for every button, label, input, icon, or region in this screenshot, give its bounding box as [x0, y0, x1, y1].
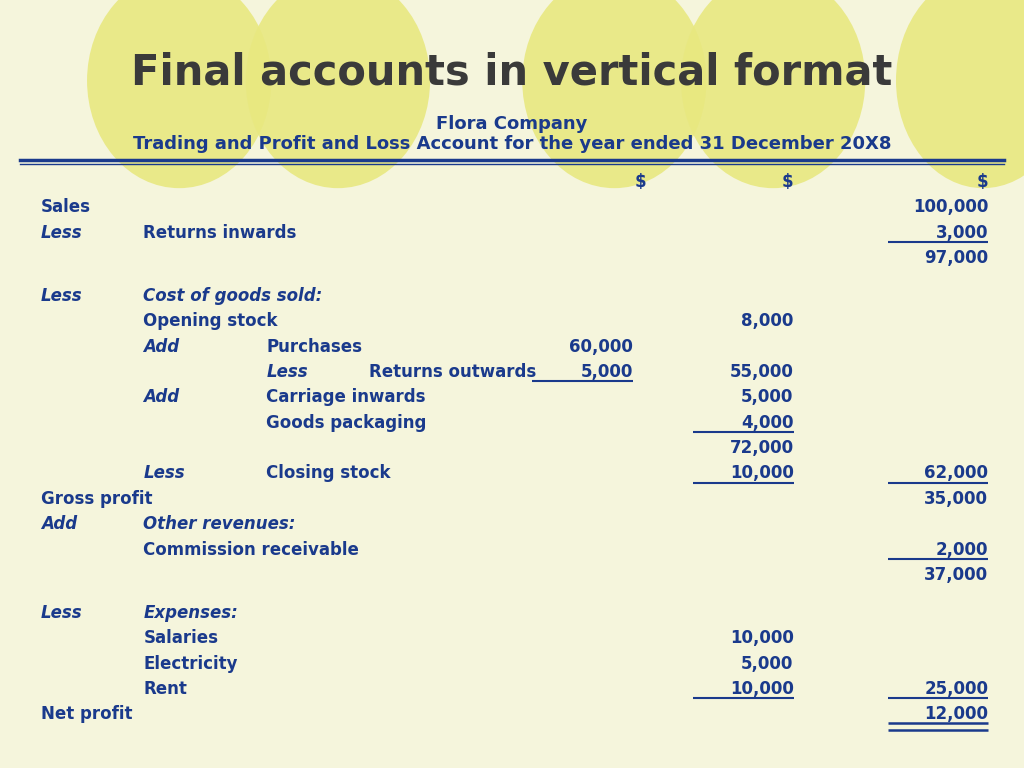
- Text: Returns outwards: Returns outwards: [369, 363, 536, 381]
- Text: Goods packaging: Goods packaging: [266, 414, 427, 432]
- Text: 3,000: 3,000: [936, 223, 988, 242]
- Text: $: $: [635, 173, 646, 191]
- Text: Net profit: Net profit: [41, 705, 132, 723]
- Text: 5,000: 5,000: [741, 389, 794, 406]
- Text: Less: Less: [41, 604, 83, 622]
- Text: 97,000: 97,000: [924, 249, 988, 267]
- Text: 5,000: 5,000: [741, 654, 794, 673]
- Text: Add: Add: [41, 515, 77, 533]
- Text: Salaries: Salaries: [143, 629, 218, 647]
- Text: Closing stock: Closing stock: [266, 465, 391, 482]
- Text: Sales: Sales: [41, 198, 91, 217]
- Text: Final accounts in vertical format: Final accounts in vertical format: [131, 52, 893, 94]
- Text: Flora Company: Flora Company: [436, 115, 588, 134]
- Text: 12,000: 12,000: [924, 705, 988, 723]
- Text: 60,000: 60,000: [569, 338, 633, 356]
- Ellipse shape: [896, 0, 1024, 188]
- Text: Less: Less: [143, 465, 185, 482]
- Text: 100,000: 100,000: [912, 198, 988, 217]
- Text: Commission receivable: Commission receivable: [143, 541, 359, 558]
- Text: 10,000: 10,000: [730, 629, 794, 647]
- Text: 2,000: 2,000: [936, 541, 988, 558]
- Text: 10,000: 10,000: [730, 465, 794, 482]
- Ellipse shape: [522, 0, 707, 188]
- Text: Purchases: Purchases: [266, 338, 362, 356]
- Text: Electricity: Electricity: [143, 654, 238, 673]
- Text: Expenses:: Expenses:: [143, 604, 239, 622]
- Text: Cost of goods sold:: Cost of goods sold:: [143, 287, 323, 305]
- Text: Less: Less: [41, 223, 83, 242]
- Text: 10,000: 10,000: [730, 680, 794, 698]
- Text: Rent: Rent: [143, 680, 187, 698]
- Text: Less: Less: [266, 363, 308, 381]
- Text: Returns inwards: Returns inwards: [143, 223, 297, 242]
- Text: Opening stock: Opening stock: [143, 313, 278, 330]
- Ellipse shape: [246, 0, 430, 188]
- Text: $: $: [977, 173, 988, 191]
- Text: 5,000: 5,000: [581, 363, 633, 381]
- Text: Less: Less: [41, 287, 83, 305]
- Text: Add: Add: [143, 338, 179, 356]
- Text: Other revenues:: Other revenues:: [143, 515, 296, 533]
- Text: 62,000: 62,000: [924, 465, 988, 482]
- Text: $: $: [782, 173, 794, 191]
- Text: Add: Add: [143, 389, 179, 406]
- Ellipse shape: [681, 0, 865, 188]
- Ellipse shape: [87, 0, 271, 188]
- Text: Trading and Profit and Loss Account for the year ended 31 December 20X8: Trading and Profit and Loss Account for …: [133, 135, 891, 154]
- Text: Gross profit: Gross profit: [41, 490, 153, 508]
- Text: 8,000: 8,000: [741, 313, 794, 330]
- Text: 55,000: 55,000: [730, 363, 794, 381]
- Text: 4,000: 4,000: [741, 414, 794, 432]
- Text: Carriage inwards: Carriage inwards: [266, 389, 426, 406]
- Text: 37,000: 37,000: [924, 566, 988, 584]
- Text: 72,000: 72,000: [729, 439, 794, 457]
- Text: 25,000: 25,000: [924, 680, 988, 698]
- Text: 35,000: 35,000: [924, 490, 988, 508]
